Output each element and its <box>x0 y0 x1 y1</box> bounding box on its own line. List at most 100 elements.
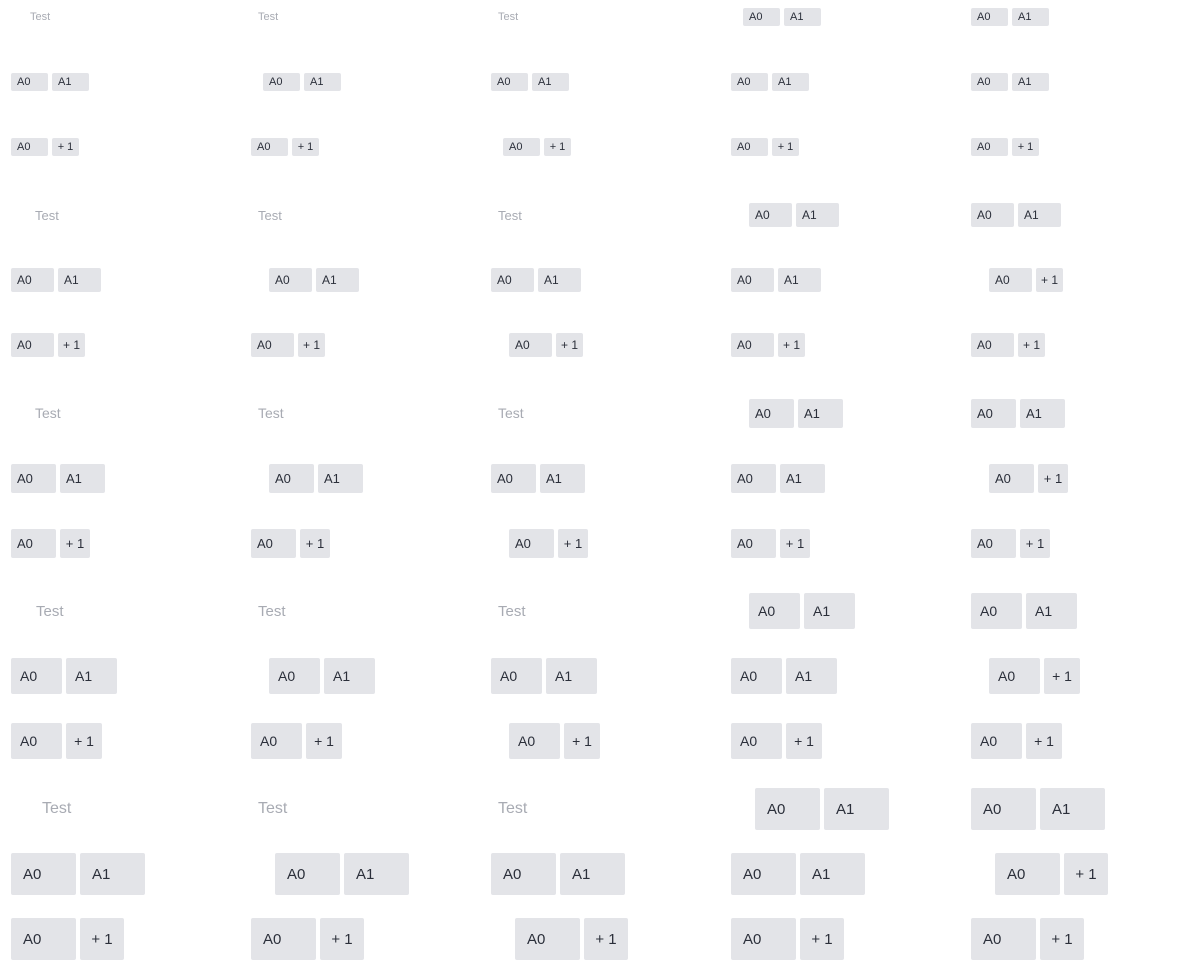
select-small-tag-with-overflow-count[interactable]: A0 + 1 <box>251 327 325 363</box>
tag-a0: A0 <box>971 73 1008 91</box>
select-xlarge-placeholder[interactable]: Test <box>258 791 287 827</box>
overflow-count-badge: + 1 <box>800 918 844 960</box>
select-small-placeholder[interactable]: A0 A1 <box>971 197 1061 233</box>
select-xsmall-placeholder[interactable]: A0 A1 <box>971 0 1049 35</box>
select-medium-two-tags[interactable]: A0 A1 <box>269 460 363 496</box>
select-small-placeholder[interactable]: Test <box>258 197 282 233</box>
select-medium-two-tags[interactable]: A0 + 1 <box>989 460 1068 496</box>
select-xsmall-two-tags[interactable]: A0 A1 <box>491 64 569 100</box>
select-xlarge-tag-with-overflow-count[interactable]: A0 + 1 <box>515 918 628 960</box>
select-small-two-tags[interactable]: A0 A1 <box>269 262 359 298</box>
select-medium-two-tags[interactable]: A0 A1 <box>11 460 105 496</box>
select-small-placeholder[interactable]: Test <box>35 197 59 233</box>
tag-a0: A0 <box>11 658 62 694</box>
select-medium-two-tags[interactable]: A0 A1 <box>731 460 825 496</box>
select-xsmall-tag-with-overflow-count[interactable]: A0 + 1 <box>11 129 79 165</box>
overflow-count-badge: + 1 <box>292 138 319 156</box>
select-large-tag-with-overflow-count[interactable]: A0 + 1 <box>509 723 600 759</box>
select-xsmall-two-tags[interactable]: A0 A1 <box>11 64 89 100</box>
overflow-count-badge: + 1 <box>544 138 571 156</box>
select-small-two-tags[interactable]: A0 + 1 <box>989 262 1063 298</box>
select-xlarge-two-tags[interactable]: A0 A1 <box>731 853 865 895</box>
select-xlarge-two-tags[interactable]: A0 A1 <box>11 853 145 895</box>
select-placeholder: Test <box>498 11 519 23</box>
select-small-tag-with-overflow-count[interactable]: A0 + 1 <box>971 327 1045 363</box>
overflow-count-badge: + 1 <box>556 333 583 357</box>
select-medium-tag-with-overflow-count[interactable]: A0 + 1 <box>971 525 1050 561</box>
select-small-tag-with-overflow-count[interactable]: A0 + 1 <box>731 327 805 363</box>
select-large-tag-with-overflow-count[interactable]: A0 + 1 <box>731 723 822 759</box>
select-xlarge-placeholder[interactable]: A0 A1 <box>971 788 1105 830</box>
tag-a0: A0 <box>731 463 776 493</box>
select-medium-placeholder[interactable]: Test <box>258 395 284 431</box>
select-xsmall-placeholder[interactable]: Test <box>30 0 50 35</box>
select-small-two-tags[interactable]: A0 A1 <box>491 262 581 298</box>
select-xlarge-placeholder[interactable]: Test <box>498 791 527 827</box>
select-small-tag-with-overflow-count[interactable]: A0 + 1 <box>509 327 583 363</box>
select-small-tag-with-overflow-count[interactable]: A0 + 1 <box>11 327 85 363</box>
tag-a0: A0 <box>515 918 580 960</box>
select-xlarge-tag-with-overflow-count[interactable]: A0 + 1 <box>731 918 844 960</box>
select-placeholder: Test <box>258 405 284 421</box>
select-xsmall-placeholder[interactable]: Test <box>258 0 278 35</box>
select-medium-placeholder[interactable]: Test <box>498 395 524 431</box>
select-xsmall-tag-with-overflow-count[interactable]: A0 + 1 <box>251 129 319 165</box>
select-xsmall-two-tags[interactable]: A0 A1 <box>263 64 341 100</box>
select-medium-placeholder[interactable]: A0 A1 <box>971 395 1065 431</box>
select-large-two-tags[interactable]: A0 A1 <box>269 658 375 694</box>
select-large-two-tags[interactable]: A0 A1 <box>491 658 597 694</box>
select-medium-placeholder[interactable]: Test <box>35 395 61 431</box>
select-large-placeholder[interactable]: A0 A1 <box>971 593 1077 629</box>
tag-a0: A0 <box>731 918 796 960</box>
select-xsmall-placeholder[interactable]: Test <box>498 0 518 35</box>
select-large-tag-with-overflow-count[interactable]: A0 + 1 <box>971 723 1062 759</box>
select-medium-tag-with-overflow-count[interactable]: A0 + 1 <box>11 525 90 561</box>
select-xsmall-placeholder[interactable]: A0 A1 <box>743 0 821 35</box>
select-xsmall-tag-with-overflow-count[interactable]: A0 + 1 <box>971 129 1039 165</box>
select-medium-placeholder[interactable]: A0 A1 <box>749 395 843 431</box>
select-large-two-tags[interactable]: A0 + 1 <box>989 658 1080 694</box>
select-large-tag-with-overflow-count[interactable]: A0 + 1 <box>251 723 342 759</box>
select-large-placeholder[interactable]: A0 A1 <box>749 593 855 629</box>
tag-a1: A1 <box>1012 8 1049 26</box>
tag-a1: A1 <box>538 268 581 292</box>
overflow-count-badge: + 1 <box>1020 528 1050 558</box>
tag-a1: A1 <box>532 73 569 91</box>
select-xlarge-two-tags[interactable]: A0 A1 <box>275 853 409 895</box>
select-placeholder: Test <box>498 800 528 817</box>
select-xsmall-two-tags[interactable]: A0 A1 <box>971 64 1049 100</box>
tag-a1: A1 <box>824 788 889 830</box>
tag-a0: A0 <box>749 593 800 629</box>
select-medium-two-tags[interactable]: A0 A1 <box>491 460 585 496</box>
select-xlarge-two-tags[interactable]: A0 A1 <box>491 853 625 895</box>
tag-a1: A1 <box>560 853 625 895</box>
tag-a1: A1 <box>796 203 839 227</box>
select-small-two-tags[interactable]: A0 A1 <box>11 262 101 298</box>
select-xlarge-tag-with-overflow-count[interactable]: A0 + 1 <box>971 918 1084 960</box>
select-xsmall-tag-with-overflow-count[interactable]: A0 + 1 <box>503 129 571 165</box>
select-xlarge-tag-with-overflow-count[interactable]: A0 + 1 <box>251 918 364 960</box>
select-xlarge-placeholder[interactable]: Test <box>42 791 71 827</box>
tag-a0: A0 <box>731 268 774 292</box>
select-xlarge-two-tags[interactable]: A0 + 1 <box>995 853 1108 895</box>
select-xsmall-two-tags[interactable]: A0 A1 <box>731 64 809 100</box>
tag-a1: A1 <box>66 658 117 694</box>
select-large-two-tags[interactable]: A0 A1 <box>731 658 837 694</box>
select-small-two-tags[interactable]: A0 A1 <box>731 262 821 298</box>
select-medium-tag-with-overflow-count[interactable]: A0 + 1 <box>251 525 330 561</box>
select-xlarge-tag-with-overflow-count[interactable]: A0 + 1 <box>11 918 124 960</box>
select-large-placeholder[interactable]: Test <box>258 593 286 629</box>
overflow-count-badge: + 1 <box>306 723 342 759</box>
select-large-tag-with-overflow-count[interactable]: A0 + 1 <box>11 723 102 759</box>
select-large-placeholder[interactable]: Test <box>36 593 64 629</box>
select-xlarge-placeholder[interactable]: A0 A1 <box>755 788 889 830</box>
select-large-two-tags[interactable]: A0 A1 <box>11 658 117 694</box>
overflow-count-badge: + 1 <box>60 528 90 558</box>
select-medium-tag-with-overflow-count[interactable]: A0 + 1 <box>731 525 810 561</box>
select-xsmall-tag-with-overflow-count[interactable]: A0 + 1 <box>731 129 799 165</box>
select-large-placeholder[interactable]: Test <box>498 593 526 629</box>
select-small-placeholder[interactable]: A0 A1 <box>749 197 839 233</box>
select-small-placeholder[interactable]: Test <box>498 197 522 233</box>
select-medium-tag-with-overflow-count[interactable]: A0 + 1 <box>509 525 588 561</box>
